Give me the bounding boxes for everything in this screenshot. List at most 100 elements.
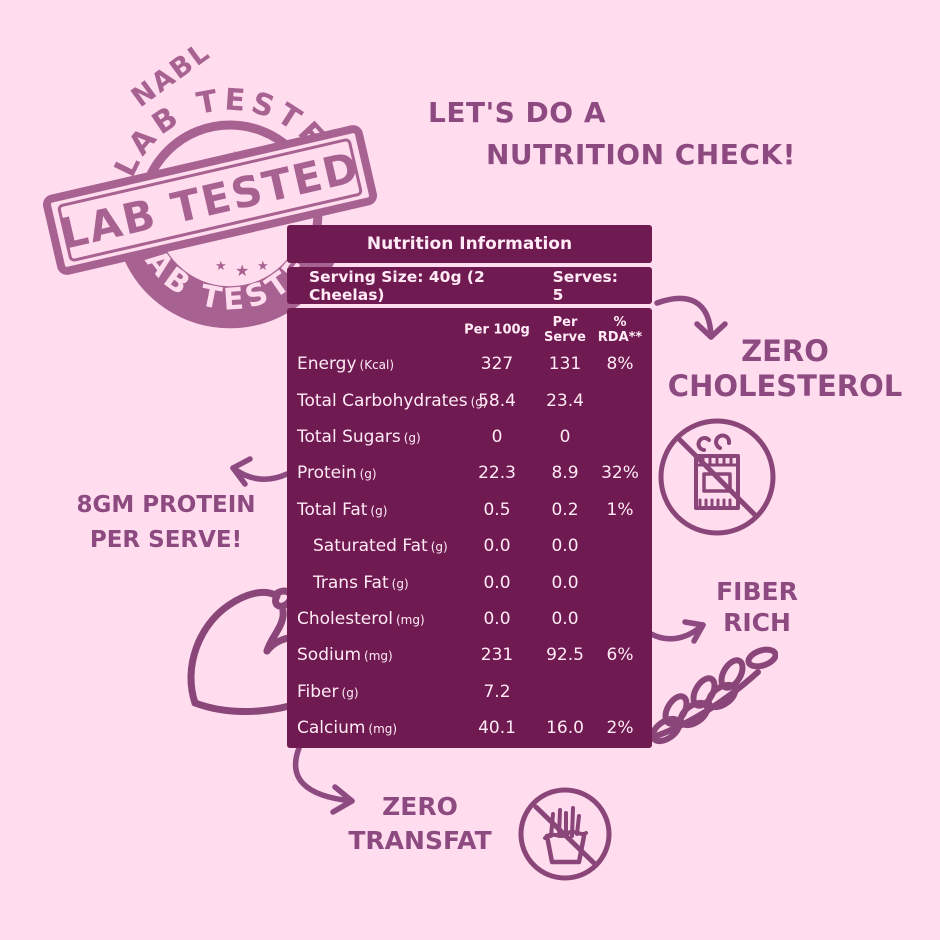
zero-transfat-line2: TRANSFAT	[348, 826, 492, 855]
column-header-rda: % RDA**	[597, 315, 643, 345]
nutrient-name: Total Sugars	[297, 426, 401, 447]
serving-size-label: Serving Size: 40g (2 Cheelas)	[309, 267, 485, 304]
lab-tested-stamp: LAB TESTED LAB TESTED NABL ★ ★ ★ ★ ★ ★ ★…	[30, 36, 378, 329]
column-header-per100g: Per 100g	[464, 322, 530, 338]
nutrient-label: Energy (Kcal)	[297, 354, 394, 374]
value-per-serve: 8.9	[551, 463, 579, 484]
nutrient-name: Total Fat	[297, 499, 368, 520]
nutrient-name: Total Carbohydrates	[297, 390, 468, 411]
value-rda: 8%	[606, 354, 634, 375]
nutrient-unit: (mg)	[368, 722, 398, 737]
nutrient-unit: (Kcal)	[359, 358, 395, 373]
star-icon: ★	[215, 259, 227, 274]
value-rda: 2%	[606, 718, 634, 739]
zero-cholesterol-callout: ZERO CHOLESTEROL	[665, 334, 905, 404]
nutrient-rows: Energy (Kcal) 327 131 8% Total Carbohydrates(…	[287, 346, 652, 746]
wheat-icon	[641, 646, 778, 745]
nutrient-label: Sodium (mg)	[297, 645, 393, 665]
nutrient-row: Calcium (mg) 40.1 16.0 2%	[287, 710, 652, 746]
value-per-100g: 231	[480, 645, 514, 666]
nutrient-unit: (g)	[359, 467, 377, 482]
nutrient-row: Trans Fat (g) 0.0 0.0	[287, 564, 652, 600]
nutrient-label: Cholesterol (mg)	[297, 609, 425, 629]
nutrient-unit: (g)	[370, 503, 388, 518]
zero-transfat-line1: ZERO	[382, 792, 458, 821]
nutrient-unit: (g)	[403, 430, 421, 445]
value-rda: 32%	[601, 463, 639, 484]
nutrient-label: Total Carbohydrates (g)	[297, 391, 488, 411]
stamp-stars-bottom: ★ ★ ★	[215, 259, 269, 280]
serves-label: Serves: 5	[552, 267, 618, 304]
value-per-100g: 0	[491, 426, 503, 447]
value-per-serve: 0.0	[551, 608, 579, 629]
nutrient-row: Protein (g) 22.3 8.9 32%	[287, 455, 652, 491]
nutrient-row: Total Sugars (g) 0 0	[287, 419, 652, 455]
column-header-per-serve: Per Serve	[544, 315, 586, 345]
nutrient-label: Calcium (mg)	[297, 718, 397, 738]
nutrient-row: Saturated Fat (g) 0.0 0.0	[287, 528, 652, 564]
nutrient-row: Energy (Kcal) 327 131 8%	[287, 346, 652, 382]
nutrient-label: Protein (g)	[297, 463, 377, 483]
nutrient-label: Fiber (g)	[297, 682, 359, 702]
nutrient-unit: (mg)	[395, 612, 425, 627]
nutrient-name: Sodium	[297, 645, 362, 666]
nutrition-table: Nutrition Information Serving Size: 40g …	[287, 225, 652, 748]
value-per-serve: 16.0	[546, 718, 584, 739]
fiber-line1: FIBER	[716, 577, 798, 606]
nutrient-name: Calcium	[297, 718, 366, 739]
nutrient-row: Fiber (g) 7.2	[287, 674, 652, 710]
fiber-callout: FIBER RICH	[687, 576, 827, 638]
page-title: LET'S DO A NUTRITION CHECK!	[428, 92, 796, 176]
value-per-100g: 58.4	[478, 390, 516, 411]
nutrient-unit: (g)	[470, 394, 488, 409]
headline-line2: NUTRITION CHECK!	[486, 138, 796, 171]
value-per-serve: 23.4	[546, 390, 584, 411]
nutrient-label: Total Fat (g)	[297, 500, 387, 520]
value-per-100g: 40.1	[478, 718, 516, 739]
protein-line2: PER SERVE!	[89, 527, 243, 553]
protein-line1: 8GM PROTEIN	[76, 492, 256, 518]
star-icon: ★	[235, 261, 249, 280]
nutrient-unit: (g)	[391, 576, 409, 591]
zero-cholesterol-line1: ZERO	[741, 334, 829, 368]
nutrient-name: Saturated Fat	[313, 536, 428, 557]
arrow-to-protein	[230, 456, 290, 487]
nutrient-label: Total Sugars (g)	[297, 427, 421, 447]
nutrient-name: Fiber	[297, 681, 339, 702]
nutrient-row: Total Carbohydrates (g) 58.4 23.4	[287, 382, 652, 418]
value-per-100g: 0.0	[483, 608, 511, 629]
serving-row: Serving Size: 40g (2 Cheelas) Serves: 5	[287, 267, 652, 304]
value-per-serve: 0.0	[551, 572, 579, 593]
no-fries-icon	[518, 787, 612, 881]
no-snack-packet-icon	[658, 418, 776, 536]
value-per-100g: 0.5	[483, 499, 511, 520]
nutrient-unit: (g)	[430, 540, 448, 555]
value-per-serve: 0.0	[551, 536, 579, 557]
value-per-100g: 22.3	[478, 463, 516, 484]
nutrient-name: Protein	[297, 463, 357, 484]
nutrient-name: Trans Fat	[313, 572, 389, 593]
nutrient-row: Sodium (mg) 231 92.5 6%	[287, 637, 652, 673]
arrow-to-zero-cholesterol	[654, 295, 728, 340]
nutrient-unit: (g)	[341, 685, 359, 700]
value-rda: 6%	[606, 645, 634, 666]
zero-transfat-callout: ZERO TRANSFAT	[320, 790, 520, 858]
nutrient-label: Saturated Fat (g)	[313, 536, 448, 556]
star-icon: ★	[257, 259, 269, 274]
fiber-line2: RICH	[723, 608, 791, 637]
zero-cholesterol-line2: CHOLESTEROL	[667, 369, 903, 403]
column-header-row: Per 100g Per Serve % RDA**	[287, 314, 652, 346]
value-per-serve: 0	[559, 426, 571, 447]
value-per-serve: 0.2	[551, 499, 579, 520]
nutrient-name: Energy	[297, 354, 357, 375]
value-per-100g: 7.2	[483, 681, 511, 702]
value-per-100g: 0.0	[483, 572, 511, 593]
nutrient-unit: (mg)	[364, 649, 393, 664]
nutrient-row: Cholesterol (mg) 0.0 0.0	[287, 601, 652, 637]
nutrients-block: Per 100g Per Serve % RDA** Energy (Kcal) 3…	[287, 308, 652, 748]
protein-callout: 8GM PROTEIN PER SERVE!	[56, 488, 276, 558]
table-title: Nutrition Information	[287, 225, 652, 263]
nutrient-label: Trans Fat (g)	[313, 573, 409, 593]
value-per-serve: 131	[548, 354, 582, 375]
